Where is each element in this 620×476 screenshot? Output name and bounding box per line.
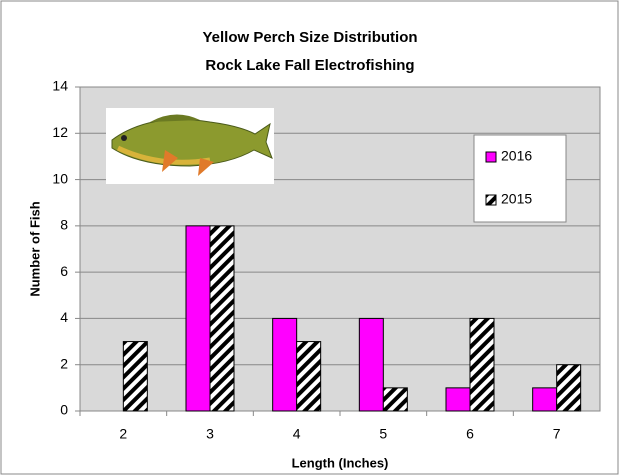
bar	[382, 387, 408, 412]
bar	[469, 317, 495, 412]
bar	[296, 341, 322, 412]
fish-image	[106, 108, 274, 184]
bar	[272, 317, 298, 412]
y-tick-label: 2	[60, 355, 68, 371]
x-tick-label: 6	[466, 426, 474, 442]
x-tick-label: 7	[553, 426, 561, 442]
bar	[358, 317, 384, 412]
x-axis-label: Length (Inches)	[292, 455, 389, 470]
y-tick-label: 4	[60, 309, 68, 325]
x-tick-label: 3	[206, 426, 214, 442]
y-tick-label: 0	[60, 402, 68, 418]
legend-label: 2015	[501, 191, 532, 207]
chart-subtitle: Rock Lake Fall Electrofishing	[205, 57, 414, 74]
y-tick-label: 8	[60, 217, 68, 233]
y-tick-label: 12	[52, 124, 68, 140]
y-tick-label: 6	[60, 263, 68, 279]
x-tick-label: 4	[293, 426, 301, 442]
chart-title: Yellow Perch Size Distribution	[202, 29, 417, 46]
legend-swatch	[485, 151, 497, 163]
legend-swatch	[485, 194, 497, 206]
x-tick-label: 2	[119, 426, 127, 442]
y-tick-label: 10	[52, 170, 68, 186]
bar	[532, 387, 558, 412]
legend	[473, 134, 567, 223]
bar	[122, 341, 148, 412]
y-axis-label: Number of Fish	[27, 201, 42, 296]
bar	[556, 364, 582, 412]
y-tick-label: 14	[52, 78, 68, 94]
bar	[185, 225, 211, 412]
bar	[209, 225, 235, 412]
x-tick-label: 5	[379, 426, 387, 442]
bar	[445, 387, 471, 412]
legend-label: 2016	[501, 148, 532, 164]
